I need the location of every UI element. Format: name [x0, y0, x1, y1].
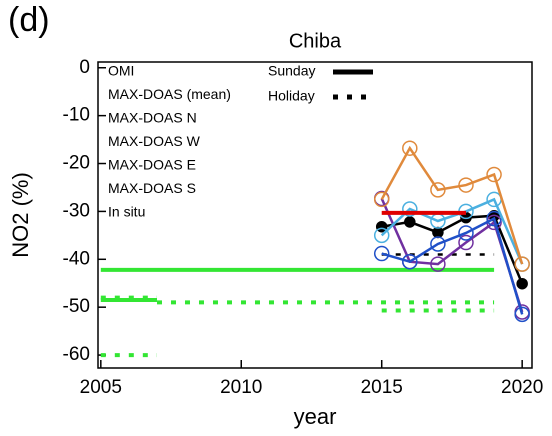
- legend-label: MAX-DOAS N: [108, 110, 197, 126]
- style-legend-label: Holiday: [268, 88, 315, 104]
- legend-label: MAX-DOAS E: [108, 157, 196, 173]
- x-tick-label: 2020: [501, 377, 543, 398]
- series-marker: [430, 236, 446, 252]
- series-marker: [514, 306, 530, 323]
- series-marker: [373, 227, 390, 244]
- y-tick-label: -60: [63, 344, 90, 365]
- series-marker: [458, 225, 474, 241]
- legend-label: MAX-DOAS (mean): [108, 86, 231, 102]
- x-tick-label: 2010: [220, 377, 262, 398]
- series-marker: [486, 166, 502, 183]
- panel-label: (d): [8, 1, 50, 39]
- chart-title: Chiba: [289, 30, 342, 52]
- series-marker: [373, 245, 390, 262]
- series-line: [380, 145, 524, 265]
- legend-label: MAX-DOAS W: [108, 133, 201, 149]
- series-marker: [514, 256, 530, 272]
- series-line: [381, 214, 524, 285]
- legend-label: OMI: [108, 63, 134, 79]
- x-tick-label: 2015: [361, 377, 403, 398]
- y-tick-label: -40: [63, 248, 90, 269]
- legend-label: In situ: [108, 204, 145, 220]
- y-axis-label: NO2 (%): [8, 172, 33, 258]
- series-marker: [458, 177, 474, 193]
- series-marker: [375, 220, 388, 233]
- y-tick-label: -20: [63, 153, 90, 174]
- x-axis-label: year: [294, 404, 337, 429]
- style-legend-label: Sunday: [268, 63, 315, 79]
- series-marker: [402, 140, 418, 156]
- series-marker: [458, 234, 474, 251]
- series-marker: [432, 226, 444, 239]
- x-tick-label: 2005: [80, 377, 122, 398]
- series-marker: [430, 256, 446, 272]
- series-line: [381, 216, 524, 315]
- y-tick-label: -50: [63, 296, 90, 317]
- series-marker: [516, 277, 528, 290]
- series-marker: [402, 253, 418, 270]
- legend-label: MAX-DOAS S: [108, 180, 196, 196]
- series-marker: [373, 191, 390, 208]
- y-tick-label: -30: [63, 200, 90, 221]
- y-tick-label: -10: [63, 105, 90, 126]
- series-marker: [404, 216, 416, 228]
- series-marker: [402, 201, 418, 217]
- y-tick-label: 0: [79, 57, 90, 78]
- plot-frame: [97, 61, 533, 369]
- series-marker: [430, 182, 446, 198]
